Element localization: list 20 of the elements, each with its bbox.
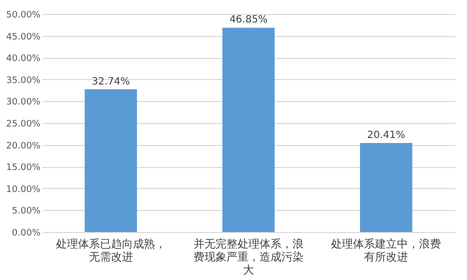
y-tick-label: 40.00% <box>6 54 41 64</box>
data-label: 46.85% <box>229 14 268 26</box>
y-tick-label: 35.00% <box>6 76 41 86</box>
bar <box>360 143 412 232</box>
x-tick-label: 并无完整处理体系，浪费现象严重，造成污染大 <box>194 238 304 276</box>
y-tick-label: 30.00% <box>6 98 41 108</box>
x-tick-label: 处理体系已趋向成熟，无需改进 <box>56 238 166 264</box>
y-tick-label: 45.00% <box>6 32 41 42</box>
bar <box>222 28 275 232</box>
y-tick-label: 15.00% <box>6 163 41 174</box>
y-tick-label: 5.00% <box>12 206 41 217</box>
y-tick-label: 20.00% <box>6 141 41 152</box>
y-tick-label: 10.00% <box>6 184 41 195</box>
data-label: 32.74% <box>92 76 130 88</box>
bar <box>84 89 137 232</box>
y-tick-label: 50.00% <box>6 10 41 20</box>
data-label: 20.41% <box>367 130 406 142</box>
y-tick-label: 0.00% <box>12 228 41 238</box>
x-tick-label: 处理体系建立中，浪费有所改进 <box>331 238 442 264</box>
y-tick-label: 25.00% <box>6 120 41 130</box>
